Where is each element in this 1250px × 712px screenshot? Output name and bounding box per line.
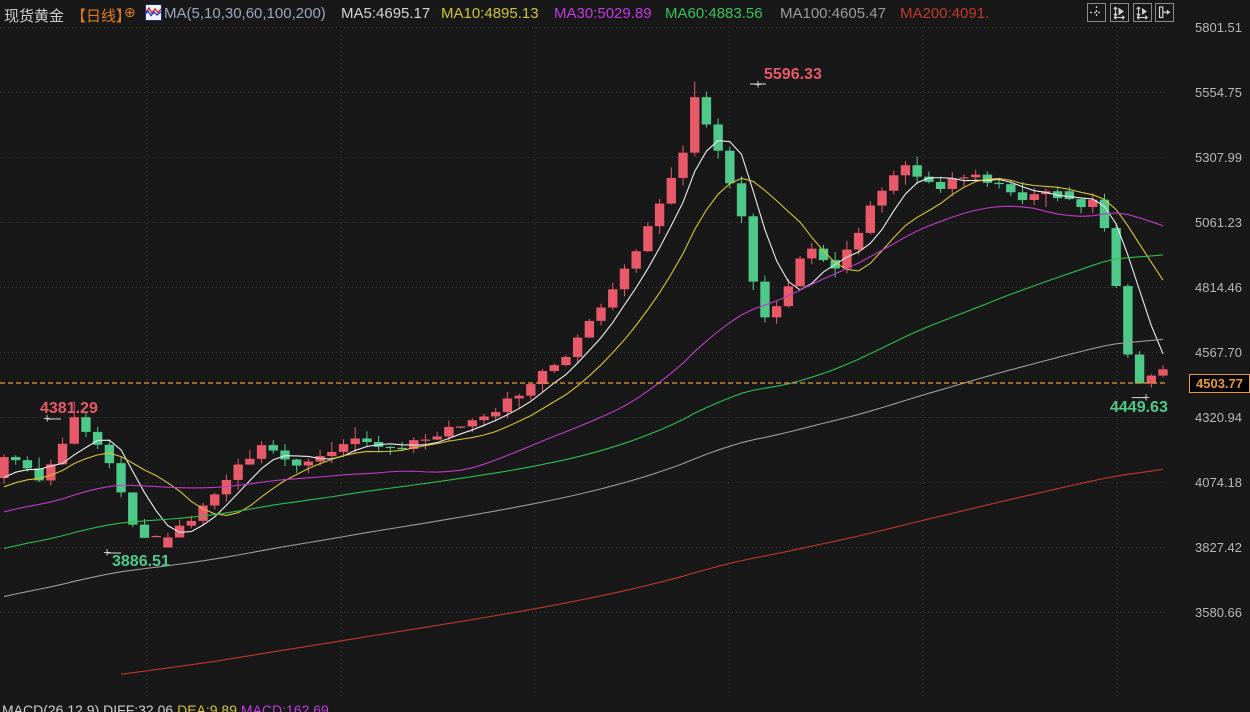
svg-text:3886.51: 3886.51	[112, 553, 170, 570]
svg-text:+: +	[754, 77, 762, 92]
svg-text:+: +	[1142, 390, 1150, 405]
svg-text:+: +	[43, 411, 51, 426]
svg-text:5596.33: 5596.33	[764, 66, 822, 83]
svg-text:+: +	[103, 545, 111, 560]
